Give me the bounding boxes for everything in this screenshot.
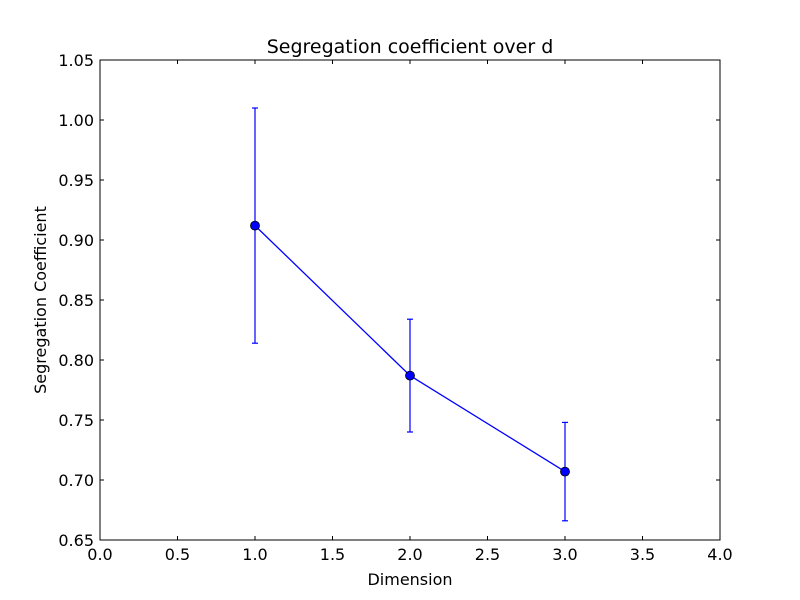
x-tick-label: 0.0	[87, 545, 112, 564]
y-tick-label: 0.70	[58, 471, 94, 490]
x-tick-label: 3.0	[552, 545, 577, 564]
x-tick-label: 2.5	[475, 545, 500, 564]
x-axis-title: Dimension	[367, 570, 452, 589]
y-tick-label: 0.65	[58, 531, 94, 550]
x-tick-label: 1.5	[320, 545, 345, 564]
y-tick-label: 0.95	[58, 171, 94, 190]
y-tick-label: 0.75	[58, 411, 94, 430]
y-tick-label: 1.00	[58, 111, 94, 130]
axis-ticks	[99, 59, 721, 541]
x-tick-label: 2.0	[397, 545, 422, 564]
x-tick-label: 4.0	[707, 545, 732, 564]
data-point	[250, 220, 260, 231]
x-tick-label: 0.5	[165, 545, 190, 564]
data-point	[405, 370, 415, 381]
y-tick-label: 1.05	[58, 51, 94, 70]
x-tick-label: 1.0	[242, 545, 267, 564]
plot-area	[99, 59, 721, 541]
y-tick-label: 0.90	[58, 231, 94, 250]
y-tick-label: 0.85	[58, 291, 94, 310]
plot-frame	[99, 59, 721, 541]
axis-labels: 0.0 0.5 1.0 1.5 2.0 2.5 3.0 3.5 4.0 0.65 0.70 0.75 0…	[58, 51, 732, 564]
x-tick-label: 3.5	[630, 545, 655, 564]
chart-title: Segregation coefficient over d	[267, 36, 554, 58]
data-point	[560, 466, 570, 477]
y-tick-label: 0.80	[58, 351, 94, 370]
y-axis-title: Segregation Coefficient	[31, 206, 50, 394]
